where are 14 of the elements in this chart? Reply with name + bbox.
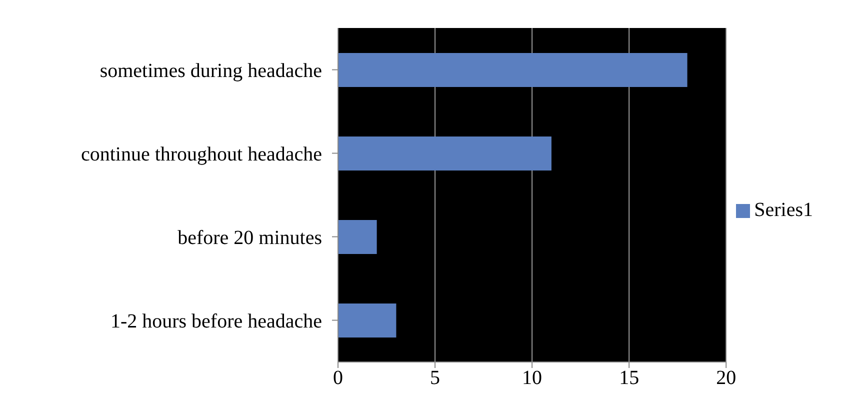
bar — [338, 136, 552, 170]
bar — [338, 220, 377, 254]
x-tick-label: 15 — [619, 367, 640, 390]
y-tick-label: before 20 minutes — [178, 226, 322, 249]
legend-label: Series1 — [754, 198, 813, 220]
x-tick-label: 0 — [333, 367, 343, 390]
x-tick-label: 5 — [430, 367, 440, 390]
bar — [338, 304, 396, 338]
y-tick-label: sometimes during headache — [100, 60, 322, 82]
y-tick-label: 1-2 hours before headache — [110, 310, 322, 332]
x-tick-label: 20 — [716, 367, 736, 390]
x-tick-label: 10 — [522, 367, 542, 390]
y-tick-label: continue throughout headache — [80, 143, 322, 166]
bar — [338, 53, 688, 87]
